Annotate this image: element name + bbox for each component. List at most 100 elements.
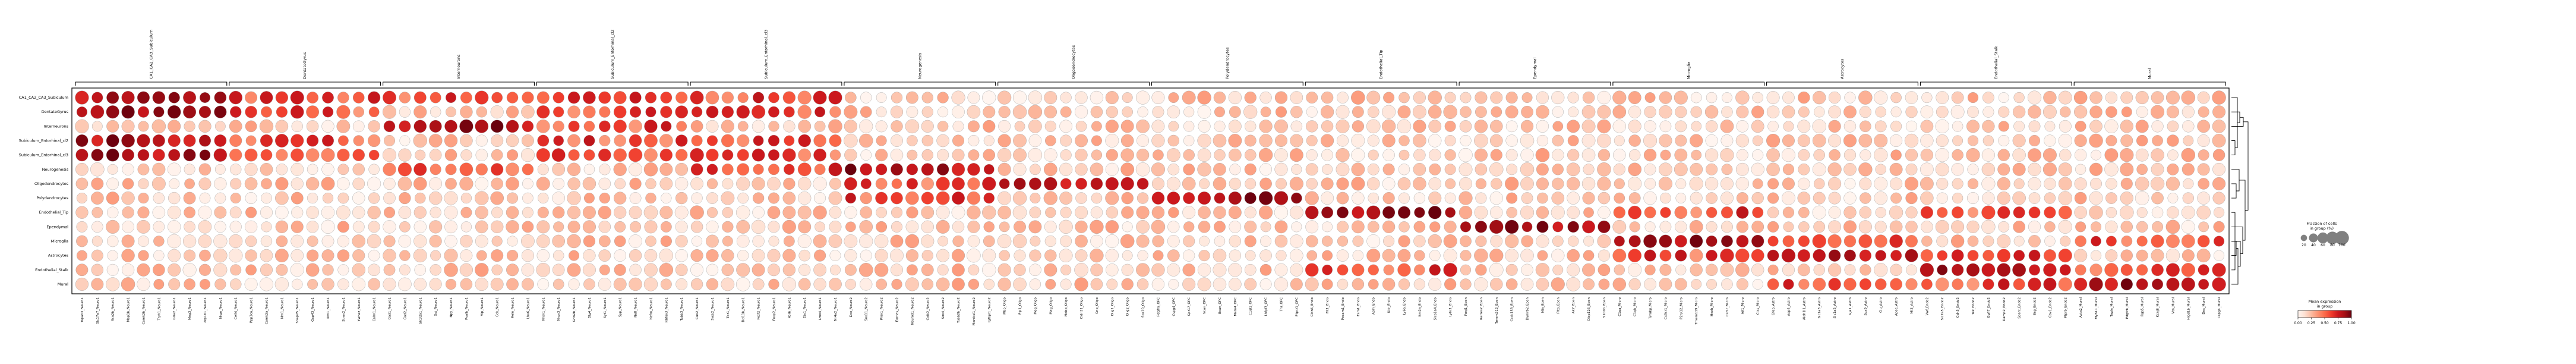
dot <box>1551 205 1565 219</box>
dot <box>106 277 120 291</box>
dot <box>1874 120 1887 133</box>
dot <box>1383 235 1395 247</box>
dot <box>1352 106 1364 118</box>
dot <box>213 263 228 277</box>
dot <box>1244 220 1257 233</box>
dot <box>569 250 579 261</box>
dot <box>1659 234 1672 248</box>
dot <box>1828 91 1841 104</box>
dot <box>937 149 949 161</box>
dot <box>659 134 673 148</box>
dot <box>1752 149 1764 161</box>
cell-type-label: Astrocytes <box>48 253 69 258</box>
dot <box>1783 121 1794 132</box>
dot <box>1889 234 1903 248</box>
dot <box>1336 105 1350 119</box>
dot <box>1489 134 1503 148</box>
dot <box>137 163 150 175</box>
dendrogram-link <box>2231 248 2239 285</box>
dot <box>768 134 780 147</box>
dot <box>1660 207 1671 218</box>
gene-label: Camk2a_Neuro1 <box>266 297 269 324</box>
dot <box>291 120 303 132</box>
dot <box>91 236 103 247</box>
dot <box>983 135 995 146</box>
dot <box>736 234 750 248</box>
dot <box>198 205 212 219</box>
dot <box>598 206 611 219</box>
dot <box>1905 106 1918 118</box>
gene-group-label: Subiculum_Entorhinal_cl3 <box>764 30 769 79</box>
dot <box>2136 264 2148 276</box>
gene-label: Ccdc153_Epen <box>1511 297 1514 321</box>
dot <box>582 177 596 191</box>
dot <box>475 277 488 291</box>
dot <box>937 121 949 132</box>
dot <box>798 134 811 148</box>
dot <box>521 249 534 262</box>
dot <box>1490 235 1503 247</box>
dot <box>568 149 580 161</box>
dot <box>321 206 335 219</box>
dot <box>936 191 950 205</box>
dot <box>891 278 902 290</box>
dot <box>398 234 412 248</box>
dot <box>692 236 703 247</box>
dot <box>2166 105 2179 118</box>
size-legend-dot <box>2300 234 2307 241</box>
dot <box>214 121 226 132</box>
dot <box>1628 120 1641 133</box>
dot <box>259 277 273 291</box>
dot <box>1674 206 1688 219</box>
dot <box>1675 193 1687 203</box>
dot <box>2152 221 2164 233</box>
gene-label: Tyrobp_Micro <box>1649 297 1653 319</box>
dot <box>1583 250 1595 261</box>
dot <box>659 177 673 190</box>
dot <box>599 264 610 275</box>
dot <box>2089 191 2103 205</box>
dot <box>1720 248 1734 263</box>
dot <box>722 178 734 190</box>
dot <box>2105 220 2118 233</box>
dot <box>1505 249 1519 262</box>
dot <box>967 105 981 119</box>
dot <box>997 90 1012 105</box>
dot <box>1289 148 1303 162</box>
dot <box>90 162 105 177</box>
dot <box>967 177 980 190</box>
dot <box>1460 221 1472 233</box>
dot <box>706 192 718 204</box>
gene-group-label: Oligodendrocytes <box>1071 45 1076 79</box>
dot <box>798 120 812 133</box>
dot <box>106 219 120 234</box>
gene-label: C1qa_Micro <box>1618 297 1622 316</box>
dot <box>1413 163 1426 176</box>
cell-type-label: Interneurons <box>44 124 69 128</box>
dot <box>522 120 534 133</box>
dot <box>2165 263 2180 277</box>
dot <box>490 278 504 291</box>
dot <box>121 90 135 105</box>
dot <box>1474 120 1488 133</box>
dot <box>261 178 272 190</box>
dot <box>1167 263 1180 277</box>
dot <box>168 192 181 205</box>
dot <box>1552 164 1564 175</box>
dot <box>997 162 1011 176</box>
dot <box>475 163 488 175</box>
dot <box>2028 177 2041 190</box>
dot <box>768 236 779 247</box>
dot <box>152 134 165 148</box>
dot <box>768 192 779 204</box>
dot <box>290 105 304 119</box>
dot <box>1521 221 1533 233</box>
dot <box>75 119 89 134</box>
dot <box>1937 207 1948 218</box>
dot <box>2013 206 2025 219</box>
dot <box>1874 148 1888 162</box>
dot <box>1151 120 1165 133</box>
dot <box>137 219 150 234</box>
dot <box>2136 134 2148 147</box>
dot <box>552 263 565 277</box>
